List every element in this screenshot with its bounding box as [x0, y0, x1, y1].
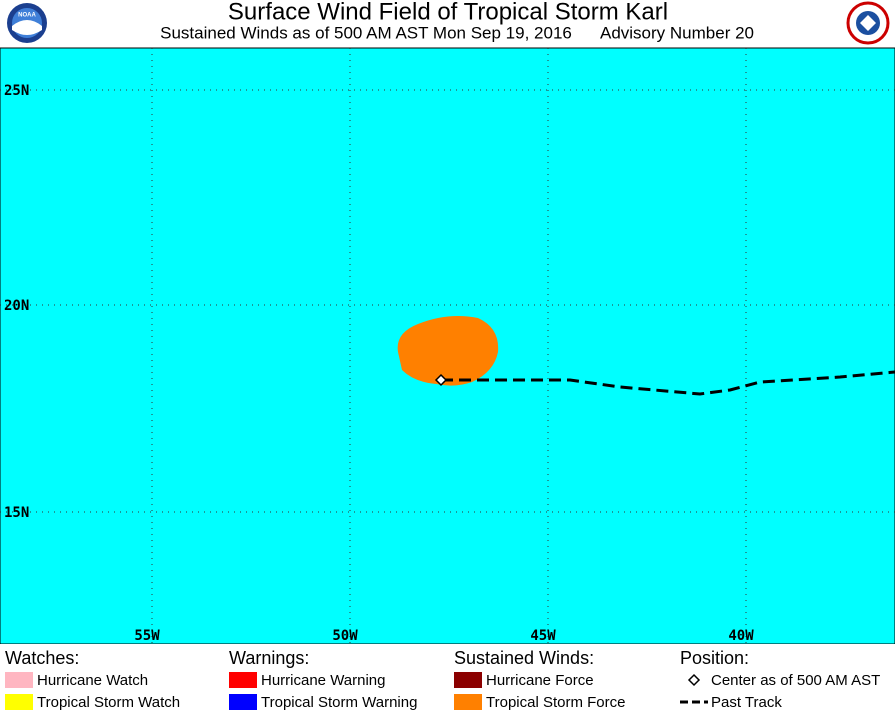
header-background — [0, 0, 895, 48]
legend-background — [0, 644, 895, 716]
longitude-label: 55W — [134, 628, 160, 644]
noaa-logo-text: NOAA — [18, 13, 36, 19]
legend-swatch — [5, 694, 33, 710]
legend-item: Hurricane Force — [486, 672, 594, 689]
legend-swatch — [454, 672, 482, 688]
legend-item: Tropical Storm Force — [486, 694, 625, 711]
legend-swatch — [454, 694, 482, 710]
latitude-label: 15N — [4, 505, 29, 521]
nws-logo — [846, 1, 890, 45]
legend-swatch — [229, 672, 257, 688]
longitude-label: 40W — [728, 628, 754, 644]
noaa-logo-bird — [12, 20, 42, 35]
legend-heading: Sustained Winds: — [454, 648, 594, 668]
tropical-storm-force-wind-field — [397, 316, 499, 386]
longitude-label: 45W — [530, 628, 556, 644]
legend-heading: Position: — [680, 648, 749, 668]
legend-heading: Watches: — [5, 648, 79, 668]
advisory: Advisory Number 20 — [600, 23, 754, 42]
subtitle: Sustained Winds as of 500 AM AST Mon Sep… — [160, 23, 572, 42]
legend-item: Hurricane Warning — [261, 672, 386, 689]
legend-center-symbol — [687, 673, 701, 687]
legend-swatch — [5, 672, 33, 688]
legend-item: Hurricane Watch — [37, 672, 148, 689]
storm-center — [434, 373, 448, 387]
legend-item: Tropical Storm Watch — [37, 694, 180, 711]
legend-item: Past Track — [711, 694, 782, 711]
legend-item: Center as of 500 AM AST — [711, 672, 880, 689]
legend-item: Tropical Storm Warning — [261, 694, 417, 711]
title: Surface Wind Field of Tropical Storm Kar… — [228, 0, 668, 25]
legend-heading: Warnings: — [229, 648, 309, 668]
noaa-logo: NOAA — [7, 3, 47, 43]
past-track — [441, 370, 895, 396]
latitude-label: 25N — [4, 83, 29, 99]
legend-swatch — [229, 694, 257, 710]
latitude-label: 20N — [4, 298, 29, 314]
nws-logo-mark — [860, 15, 876, 31]
longitude-label: 50W — [332, 628, 358, 644]
